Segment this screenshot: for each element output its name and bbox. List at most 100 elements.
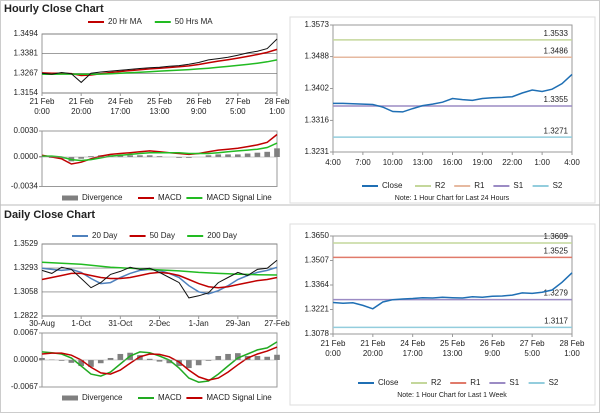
- bar: [78, 360, 84, 367]
- legend-label: Divergence: [82, 393, 123, 402]
- bar: [146, 358, 153, 360]
- y-tick-label: 1.3078: [305, 329, 330, 338]
- y-tick-label: 1.3058: [14, 287, 39, 296]
- y-tick-label: 0.0067: [14, 328, 39, 337]
- bar: [176, 157, 182, 158]
- y-tick-label: 1.2822: [14, 311, 39, 320]
- bar: [264, 356, 271, 360]
- legend-label: Divergence: [82, 193, 123, 202]
- x-tick-label: 13:00: [413, 158, 434, 167]
- plot-frame: [332, 235, 573, 335]
- bar: [195, 360, 202, 366]
- bar: [205, 360, 212, 361]
- legend-swatch: [62, 395, 78, 401]
- bar: [39, 357, 45, 360]
- x-tick-label: 16:00: [442, 158, 463, 167]
- x-tick-label: 28 Feb: [265, 97, 290, 106]
- y-tick-label: 1.3221: [305, 305, 330, 314]
- bar: [274, 354, 280, 360]
- bar: [254, 355, 261, 360]
- plot-frame: [41, 130, 278, 187]
- series-line: [41, 259, 278, 299]
- legend-swatch: [62, 195, 78, 201]
- series-line: [42, 142, 278, 162]
- bar: [186, 157, 192, 158]
- legend-label: 50 Hrs MA: [175, 17, 213, 26]
- y-tick-label: 1.3267: [14, 69, 39, 78]
- x-tick-label: 1-Oct: [71, 319, 91, 328]
- x-tick-label: 0:00: [325, 349, 341, 358]
- bar: [235, 154, 241, 158]
- x-tick-label: 20:00: [363, 349, 384, 358]
- legend-label: R2: [431, 378, 442, 387]
- bar: [176, 360, 182, 367]
- x-tick-label: 1:00: [269, 107, 285, 116]
- bar: [88, 360, 94, 367]
- x-tick-label: 27-Feb: [264, 319, 290, 328]
- x-tick-label: 4:00: [325, 158, 341, 167]
- legend-label: MACD Signal Line: [206, 193, 272, 202]
- level-label: 1.3486: [544, 46, 569, 55]
- legend-label: R1: [474, 181, 485, 190]
- series-line: [41, 133, 278, 165]
- x-tick-label: 2-Dec: [149, 319, 170, 328]
- x-tick-label: 27 Feb: [520, 339, 545, 348]
- x-tick-label: 7:00: [355, 158, 371, 167]
- bar: [88, 156, 94, 158]
- legend-label: R2: [435, 181, 446, 190]
- y-tick-label: 1.3293: [14, 263, 39, 272]
- x-tick-label: 31-Oct: [108, 319, 133, 328]
- legend-label: 20 Day: [92, 231, 117, 240]
- level-label: 1.3117: [544, 316, 568, 325]
- series-line: [41, 48, 278, 77]
- y-tick-label: 0.0030: [14, 126, 39, 135]
- bar: [215, 355, 222, 360]
- x-tick-label: 24 Feb: [108, 97, 133, 106]
- x-tick-label: 21 Feb: [30, 97, 55, 106]
- x-tick-label: 9:00: [485, 349, 501, 358]
- series-line: [333, 73, 573, 113]
- y-tick-label: -0.0034: [11, 182, 39, 191]
- bar: [117, 353, 124, 360]
- y-tick-label: 1.3494: [14, 29, 39, 38]
- plot-frame: [41, 243, 278, 317]
- bar: [235, 353, 241, 360]
- legend-label: S1: [513, 181, 523, 190]
- bar: [58, 360, 65, 361]
- bar: [156, 156, 163, 158]
- x-tick-label: 27 Feb: [225, 97, 250, 106]
- bar: [205, 155, 212, 158]
- legend-label: Close: [378, 378, 399, 387]
- y-tick-label: 1.3573: [305, 20, 330, 29]
- section-title: Hourly Close Chart: [4, 3, 104, 15]
- x-tick-label: 25 Feb: [440, 339, 465, 348]
- x-tick-label: 19:00: [472, 158, 493, 167]
- legend-label: MACD: [158, 393, 182, 402]
- bar: [244, 153, 251, 158]
- bar: [225, 353, 231, 360]
- x-tick-label: 17:00: [403, 349, 424, 358]
- bar: [107, 357, 114, 360]
- panel-frame: [289, 16, 596, 204]
- bar: [117, 155, 124, 158]
- x-tick-label: 25 Feb: [147, 97, 172, 106]
- series-line: [41, 38, 278, 84]
- x-tick-label: 21 Feb: [321, 339, 346, 348]
- x-tick-label: 1:00: [564, 349, 580, 358]
- bar: [215, 154, 222, 158]
- bar: [97, 360, 104, 364]
- legend-label: S2: [553, 181, 563, 190]
- series-line: [42, 59, 278, 76]
- x-tick-label: 20:00: [71, 107, 92, 116]
- y-tick-label: 0.0000: [14, 355, 39, 364]
- y-tick-label: 1.3316: [305, 116, 330, 125]
- legend-label: 20 Hr MA: [108, 17, 142, 26]
- series-line: [41, 266, 278, 295]
- x-tick-label: 4:00: [564, 158, 580, 167]
- plot-frame: [41, 33, 278, 94]
- y-tick-label: 1.3364: [305, 280, 330, 289]
- legend-label: 200 Day: [207, 231, 237, 240]
- x-tick-label: 24 Feb: [400, 339, 425, 348]
- x-tick-label: 9:00: [191, 107, 207, 116]
